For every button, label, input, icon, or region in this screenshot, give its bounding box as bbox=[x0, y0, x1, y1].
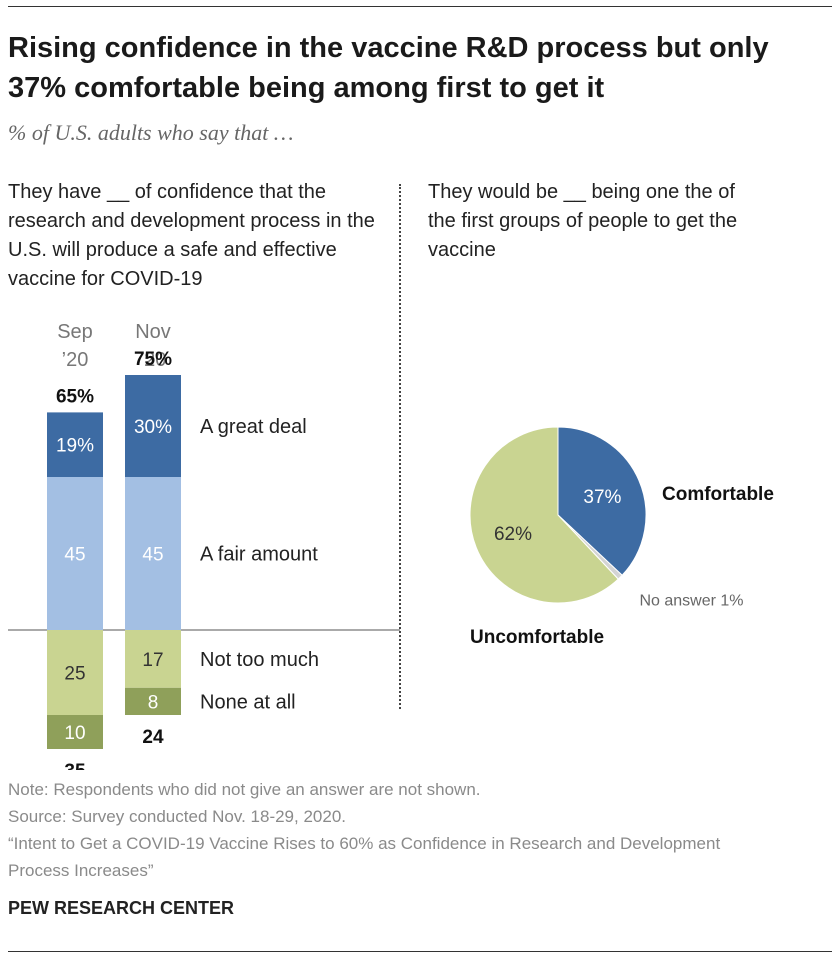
bar-value-label: 25 bbox=[64, 664, 85, 685]
bar-value-label: 10 bbox=[64, 723, 85, 744]
positive-total-label: 65% bbox=[56, 386, 94, 407]
bar-value-label: 8 bbox=[148, 692, 159, 713]
left-panel-label: They have __ of confidence that the rese… bbox=[8, 181, 375, 290]
negative-total-label: 35 bbox=[64, 761, 86, 770]
bar-value-label: 19% bbox=[56, 436, 94, 457]
confidence-bar-chart: Sep’20 45 19% 65% 25 10 35 Nov’20 45 30% 75% 17 8 24 A… bbox=[8, 321, 400, 770]
legend-label: A fair amount bbox=[200, 544, 318, 566]
footnote-report: “Intent to Get a COVID-19 Vaccine Rises … bbox=[8, 834, 721, 880]
bar-value-label: 45 bbox=[142, 545, 163, 566]
pie-slice bbox=[469, 426, 619, 604]
chart-subtitle: % of U.S. adults who say that … bbox=[8, 120, 294, 145]
brand-label: PEW RESEARCH CENTER bbox=[8, 898, 235, 918]
bar-segment bbox=[47, 412, 103, 477]
footnote-source: Source: Survey conducted Nov. 18-29, 202… bbox=[8, 807, 346, 826]
positive-total-label: 75% bbox=[134, 349, 172, 370]
legend-label: None at all bbox=[200, 691, 296, 713]
pie-category-label: Comfortable bbox=[662, 484, 774, 505]
bar-value-label: 17 bbox=[142, 650, 163, 671]
panel-divider bbox=[399, 184, 401, 709]
bar-segment bbox=[125, 375, 181, 477]
category-label: Nov ’20 bbox=[135, 321, 171, 371]
comfort-pie-chart: 37% No answer 1% 62% Comfortable Uncomfortab… bbox=[469, 426, 774, 648]
pie-value-label: 37% bbox=[583, 487, 621, 508]
bar-value-label: 30% bbox=[134, 417, 172, 438]
pie-small-label: No answer 1% bbox=[639, 592, 743, 609]
bar-segment bbox=[125, 477, 181, 630]
bar-segment bbox=[47, 477, 103, 630]
pie-slice bbox=[557, 426, 647, 576]
negative-total-label: 24 bbox=[142, 727, 164, 748]
bar-segment bbox=[125, 687, 181, 715]
pie-category-label: Uncomfortable bbox=[470, 627, 604, 648]
category-label: Sep ’20 bbox=[57, 321, 93, 371]
footnote-note: Note: Respondents who did not give an an… bbox=[8, 780, 481, 799]
right-panel-label: They would be __ being one the of the fi… bbox=[428, 181, 738, 261]
pie-value-label: 62% bbox=[494, 524, 532, 545]
bar-segment bbox=[47, 630, 103, 715]
legend-label: Not too much bbox=[200, 649, 319, 671]
chart-title: Rising confidence in the vaccine R&D pro… bbox=[8, 32, 769, 104]
bottom-rule bbox=[8, 951, 832, 952]
legend-label: A great deal bbox=[200, 416, 307, 438]
top-rule bbox=[8, 6, 832, 7]
bar-segment bbox=[47, 715, 103, 749]
bar-value-label: 45 bbox=[64, 545, 85, 566]
bar-segment bbox=[125, 630, 181, 688]
